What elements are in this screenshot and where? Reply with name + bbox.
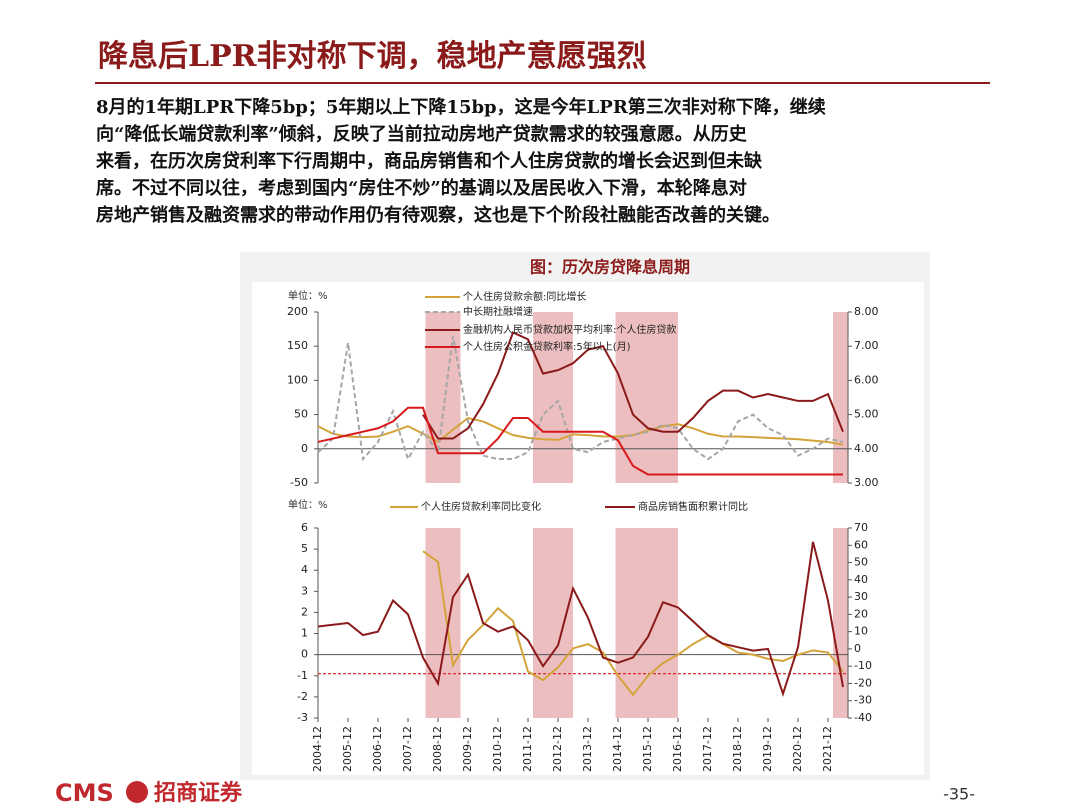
x-tick-label: 2019-12 (761, 726, 774, 772)
x-tick-label: 2017-12 (701, 726, 714, 772)
x-tick-label: 2020-12 (791, 726, 804, 772)
y2-tick-label: 8.00 (854, 305, 879, 318)
y-tick-label: 5 (301, 542, 308, 555)
y2-tick-label: 7.00 (854, 339, 879, 352)
x-tick-label: 2013-12 (581, 726, 594, 772)
y2-tick-label: 40 (854, 573, 868, 586)
series-line (422, 331, 844, 440)
shaded-period (533, 312, 573, 483)
y-tick-label: 6 (301, 521, 308, 534)
paragraph-line: 来看，在历次房贷利率下行周期中，商品房销售和个人住房贷款的增长会迟到但未缺 (95, 150, 763, 172)
y-tick-label: 3 (301, 584, 308, 597)
x-tick-label: 2008-12 (431, 726, 444, 772)
paragraph-line: 向“降低长端贷款利率”倾斜，反映了当前拉动房地产贷款需求的较强意愿。从历史 (96, 123, 748, 145)
y-tick-label: -2 (297, 690, 308, 703)
slide-title: 降息后LPR非对称下调，稳地产意愿强烈 (98, 39, 647, 74)
shaded-period (533, 528, 573, 718)
y-tick-label: 4 (301, 563, 308, 576)
x-tick-label: 2018-12 (731, 726, 744, 772)
x-tick-label: 2011-12 (521, 726, 534, 772)
series-line (317, 416, 844, 446)
y2-tick-label: 10 (854, 625, 868, 638)
y-tick-label: 0 (301, 442, 308, 455)
page-number: -35- (943, 785, 975, 804)
shaded-period (425, 528, 461, 718)
y2-tick-label: 30 (854, 590, 868, 603)
brand: CMS (55, 779, 114, 807)
y2-tick-label: 20 (854, 607, 868, 620)
y2-tick-label: 0 (854, 642, 861, 655)
y2-tick-label: 4.00 (854, 442, 879, 455)
shaded-period (615, 312, 678, 483)
legend-label: 个人住房贷款余额:同比增长 (463, 290, 586, 303)
x-tick-label: 2021-12 (821, 726, 834, 772)
y-tick-label: 2 (301, 605, 308, 618)
y-tick-label: 150 (287, 339, 308, 352)
paragraph: 8月的1年期LPR下降5bp；5年期以上下降15bp，这是今年LPR第三次非对称… (95, 96, 826, 226)
shaded-period (615, 528, 678, 718)
paragraph-line: 8月的1年期LPR下降5bp；5年期以上下降15bp，这是今年LPR第三次非对称… (96, 96, 826, 118)
y2-tick-label: 60 (854, 538, 868, 551)
y2-tick-label: -10 (854, 659, 872, 672)
legend-label: 金融机构人民币贷款加权平均利率:个人住房贷款 (463, 323, 676, 336)
y-tick-label: 0 (301, 648, 308, 661)
y-tick-label: 1 (301, 627, 308, 640)
x-tick-label: 2006-12 (371, 726, 384, 772)
x-tick-label: 2004-12 (311, 726, 324, 772)
series-line (422, 550, 844, 697)
series-line (317, 406, 843, 476)
y-tick-label: -3 (297, 711, 308, 724)
y-tick-label: 100 (287, 373, 308, 386)
x-tick-label: 2009-12 (461, 726, 474, 772)
y-axis-label: 单位：% (288, 289, 328, 302)
shaded-period (833, 528, 848, 718)
paragraph-line: 房地产销售及融资需求的带动作用仍有待观察，这也是下个阶段社融能否改善的关键。 (96, 204, 780, 226)
legend-label: 中长期社融增速 (463, 305, 533, 318)
y-tick-label: -1 (297, 669, 308, 682)
x-tick-label: 2010-12 (491, 726, 504, 772)
x-tick-label: 2016-12 (671, 726, 684, 772)
shaded-period (425, 312, 461, 483)
legend-label: 商品房销售面积累计同比 (638, 500, 748, 513)
company: 招商证券 (154, 780, 243, 806)
x-tick-label: 2012-12 (551, 726, 564, 772)
y-axis-label: 单位：% (288, 498, 328, 511)
y2-tick-label: 6.00 (854, 373, 879, 386)
x-tick-label: 2005-12 (341, 726, 354, 772)
legend-label: 个人住房贷款利率同比变化 (421, 500, 541, 513)
y-tick-label: 50 (294, 408, 308, 421)
y2-tick-label: 5.00 (854, 408, 879, 421)
x-tick-label: 2007-12 (401, 726, 414, 772)
legend-label: 个人住房公积金贷款利率:5年以上(月) (463, 340, 631, 353)
y2-tick-label: 50 (854, 556, 868, 569)
y-tick-label: -50 (290, 476, 308, 489)
y2-tick-label: -30 (854, 694, 872, 707)
figure-title: 图：历次房贷降息周期 (530, 258, 690, 277)
y2-tick-label: -40 (854, 711, 872, 724)
y-tick-label: 200 (287, 305, 308, 318)
shaded-period (833, 312, 848, 483)
y2-tick-label: -20 (854, 676, 872, 689)
paragraph-line: 席。不过不同以往，考虑到国内“房住不炒”的基调以及居民收入下滑，本轮降息对 (96, 177, 747, 199)
x-tick-label: 2014-12 (611, 726, 624, 772)
y2-tick-label: 3.00 (854, 476, 879, 489)
figure-area (252, 282, 924, 775)
logo-icon (126, 781, 148, 803)
y2-tick-label: 70 (854, 521, 868, 534)
x-tick-label: 2015-12 (641, 726, 654, 772)
series-line (317, 541, 844, 698)
